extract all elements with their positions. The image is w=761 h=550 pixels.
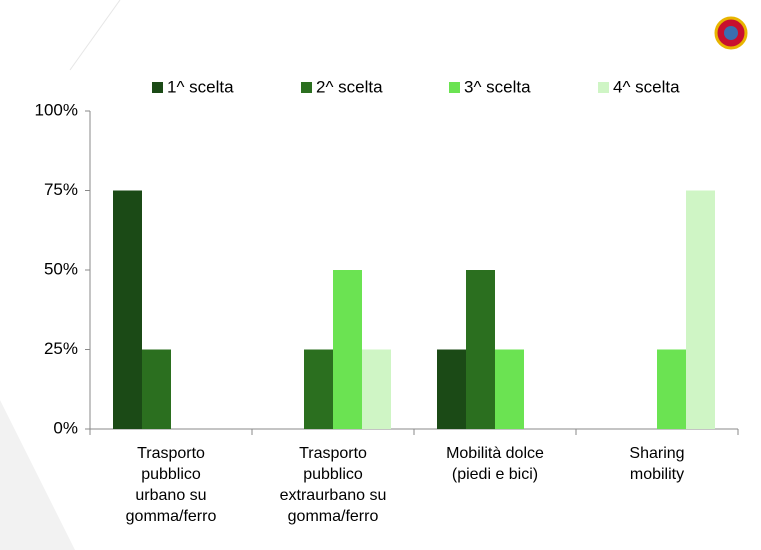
decoration [0, 400, 75, 550]
bar [686, 190, 715, 429]
y-tick-label: 25% [44, 339, 78, 358]
bar [113, 190, 142, 429]
legend-label: 2^ scelta [316, 77, 383, 96]
y-tick-label: 0% [53, 418, 78, 437]
legend-label: 1^ scelta [167, 77, 234, 96]
decoration [69, 0, 121, 71]
bar [466, 270, 495, 429]
y-tick-label: 50% [44, 259, 78, 278]
bar [142, 349, 171, 429]
bar [333, 270, 362, 429]
bar [437, 349, 466, 429]
legend-swatch [152, 82, 163, 93]
logo [724, 26, 738, 40]
x-tick-label: Mobilità dolce (piedi e bici) [446, 445, 544, 483]
x-tick-label: Trasporto pubblico extraurbano su gomma/… [279, 445, 387, 525]
legend-swatch [301, 82, 312, 93]
legend-swatch [449, 82, 460, 93]
legend-label: 3^ scelta [464, 77, 531, 96]
bar [495, 349, 524, 429]
legend-swatch [598, 82, 609, 93]
legend-label: 4^ scelta [613, 77, 680, 96]
y-tick-label: 100% [35, 100, 78, 119]
bar [362, 349, 391, 429]
x-tick-label: Trasporto pubblico urbano su gomma/ferro [125, 445, 217, 525]
bar [304, 349, 333, 429]
bar [657, 349, 686, 429]
y-tick-label: 75% [44, 180, 78, 199]
x-tick-label: Sharing mobility [629, 445, 685, 483]
